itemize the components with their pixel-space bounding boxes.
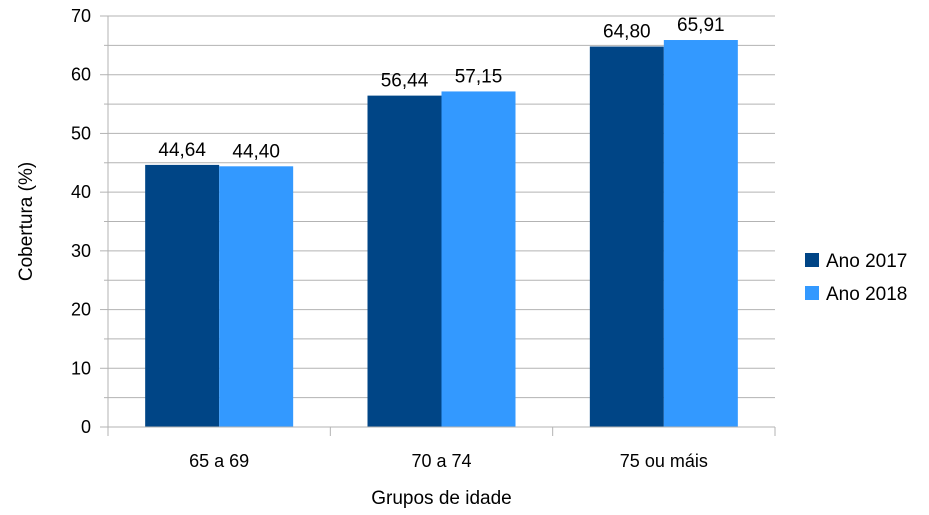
y-tick-label: 20 <box>71 300 91 320</box>
y-tick-label: 70 <box>71 6 91 26</box>
bar <box>145 165 219 427</box>
legend: Ano 2017 Ano 2018 <box>805 251 907 305</box>
y-tick-label: 10 <box>71 358 91 378</box>
legend-swatch <box>805 253 819 267</box>
bar <box>664 40 738 427</box>
y-tick-label: 60 <box>71 65 91 85</box>
x-axis-title: Grupos de idade <box>371 488 512 509</box>
data-label: 44,40 <box>232 141 280 162</box>
bar <box>219 166 293 427</box>
legend-label: Ano 2017 <box>826 251 907 272</box>
x-tick-label: 75 ou máis <box>620 451 708 471</box>
legend-label: Ano 2018 <box>826 284 907 305</box>
data-label: 57,15 <box>455 66 503 87</box>
x-tick-label: 70 a 74 <box>411 451 471 471</box>
bar <box>368 96 442 427</box>
y-tick-label: 30 <box>71 241 91 261</box>
data-label: 64,80 <box>603 22 651 43</box>
y-tick-label: 50 <box>71 123 91 143</box>
legend-swatch <box>805 286 819 300</box>
y-axis-title: Cobertura (%) <box>16 162 37 281</box>
y-tick-label: 0 <box>81 417 91 437</box>
data-label: 44,64 <box>158 140 206 161</box>
bar <box>590 47 664 427</box>
x-tick-label: 65 a 69 <box>189 451 249 471</box>
y-tick-label: 40 <box>71 182 91 202</box>
data-label: 56,44 <box>381 71 429 92</box>
bars <box>145 40 738 427</box>
bar <box>442 91 516 427</box>
data-label: 65,91 <box>677 15 725 36</box>
